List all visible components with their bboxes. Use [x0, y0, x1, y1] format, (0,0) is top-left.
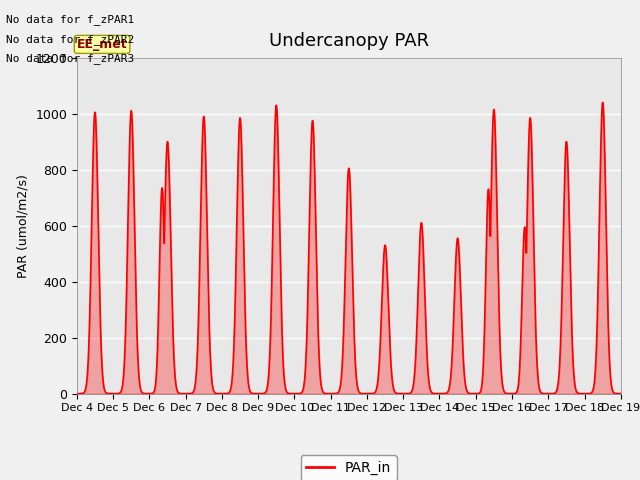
Text: No data for f_zPAR2: No data for f_zPAR2: [6, 34, 134, 45]
Y-axis label: PAR (umol/m2/s): PAR (umol/m2/s): [17, 174, 29, 277]
Text: EE_met: EE_met: [77, 38, 127, 51]
Legend: PAR_in: PAR_in: [301, 456, 397, 480]
Text: No data for f_zPAR1: No data for f_zPAR1: [6, 14, 134, 25]
Text: No data for f_zPAR3: No data for f_zPAR3: [6, 53, 134, 64]
Title: Undercanopy PAR: Undercanopy PAR: [269, 33, 429, 50]
